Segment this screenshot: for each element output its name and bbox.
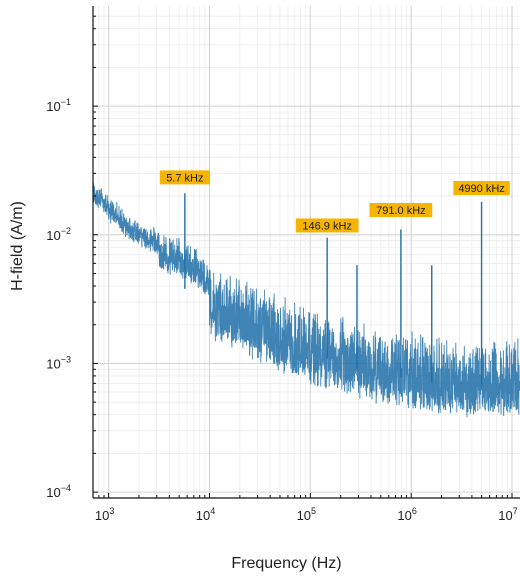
y-tick-label: 10−3: [46, 354, 71, 371]
spectrum-series-line: [92, 182, 520, 418]
annotation-label: 4990 kHz: [458, 183, 504, 195]
annotation-highlight: [453, 181, 510, 196]
tick-labels: 103 104 105 106 107 10−4 10−3 10−2 10−1: [46, 97, 517, 523]
y-tick-label: 10−4: [46, 483, 71, 500]
y-axis-title: H-field (A/m): [9, 201, 26, 291]
x-axis-title: Frequency (Hz): [231, 555, 341, 572]
axes: [92, 6, 520, 499]
peak-annotation: 4990 kHz: [453, 181, 510, 196]
annotation-highlight: [369, 203, 433, 218]
y-tick-label: 10−1: [46, 97, 71, 114]
peak-annotation: 5.7 kHz: [159, 170, 210, 185]
annotations: 5.7 kHz 146.9 kHz 791.0 kHz 4990 kHz: [159, 170, 510, 233]
y-tick-label: 10−2: [46, 226, 71, 243]
major-grid: [93, 6, 520, 498]
series-layer: [92, 182, 520, 418]
x-tick-label: 104: [196, 506, 215, 523]
annotation-label: 146.9 kHz: [302, 220, 352, 232]
x-tick-label: 103: [95, 506, 114, 523]
x-tick-label: 105: [297, 506, 316, 523]
x-tick-label: 107: [498, 506, 517, 523]
annotation-highlight: [295, 218, 359, 233]
annotation-highlight: [159, 170, 210, 185]
x-tick-label: 106: [397, 506, 416, 523]
peak-annotation: 146.9 kHz: [295, 218, 359, 233]
annotation-label: 5.7 kHz: [166, 172, 203, 184]
annotation-label: 791.0 kHz: [376, 205, 426, 217]
peak-annotation: 791.0 kHz: [369, 203, 433, 218]
